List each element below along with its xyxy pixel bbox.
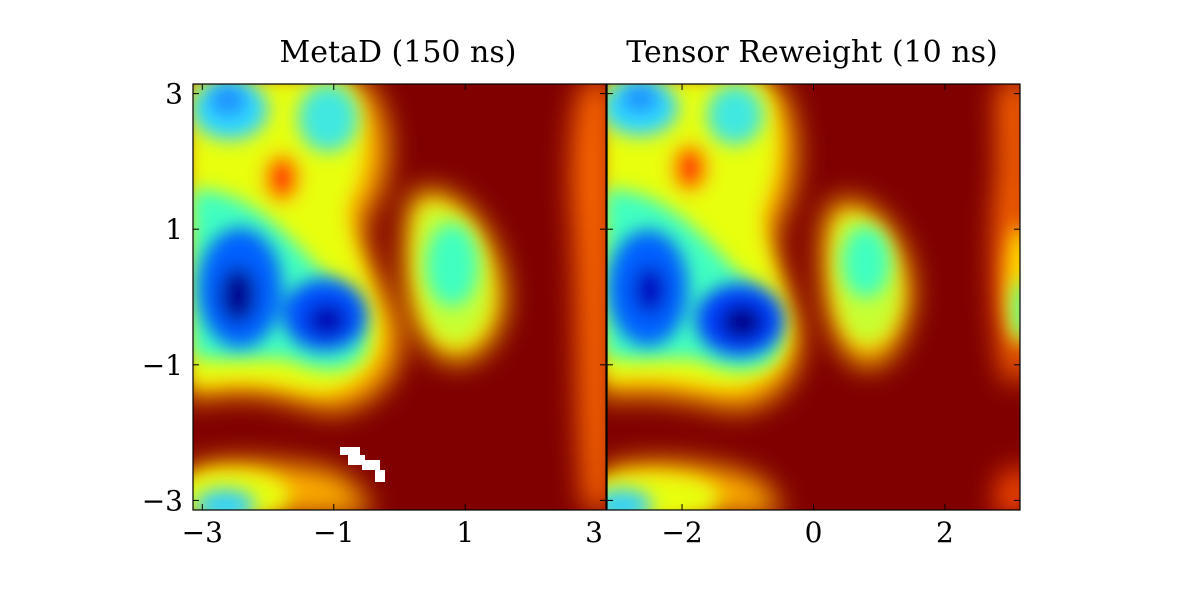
x-tick-label: 2 <box>936 516 954 549</box>
x-tick-label: −3 <box>182 516 223 549</box>
y-tick-label: 1 <box>165 213 183 246</box>
x-tick-label: −2 <box>661 516 702 549</box>
right-region-edge-cyan <box>1012 280 1020 340</box>
left-heatmap <box>193 84 606 510</box>
right-basin-deep-2 <box>720 304 764 340</box>
left-region-bottom-cyan <box>195 489 255 510</box>
axis-tick-labels: 3 1 −1 −3−3 −1 1 3 −2 0 2 <box>142 78 954 549</box>
right-local-max <box>672 144 708 192</box>
right-region-bottom-edge <box>995 468 1020 510</box>
right-panel-title: Tensor Reweight (10 ns) <box>626 35 997 70</box>
right-region-bottom-cyan <box>607 489 652 510</box>
right-basin-deep-1 <box>634 266 666 314</box>
x-tick-label: 0 <box>805 516 823 549</box>
x-tick-label: 1 <box>456 516 474 549</box>
y-tick-label: −3 <box>142 484 183 517</box>
left-region-topmid-cyan <box>298 84 358 152</box>
right-region-topmid-cyan <box>707 85 763 145</box>
left-basin-top <box>210 84 246 116</box>
left-panel-title: MetaD (150 ns) <box>280 35 517 70</box>
y-tick-label: −1 <box>142 349 183 382</box>
x-tick-label: 3 <box>585 516 603 549</box>
x-tick-label: −1 <box>313 516 354 549</box>
left-region-island-cyan <box>426 223 478 307</box>
right-basin-top <box>622 84 658 112</box>
y-tick-label: 3 <box>165 78 183 111</box>
axis-ticks <box>193 84 1020 510</box>
right-region-edge <box>994 84 1020 380</box>
left-basin-deep-2 <box>307 303 347 337</box>
right-region-island-cyan <box>842 226 890 298</box>
left-local-max <box>264 154 300 202</box>
right-heatmap <box>607 84 1020 510</box>
left-unsampled-patch <box>340 447 385 482</box>
left-panel-frame <box>192 83 607 511</box>
left-basin-deep-1 <box>220 267 256 323</box>
left-region-right-band <box>571 84 606 510</box>
